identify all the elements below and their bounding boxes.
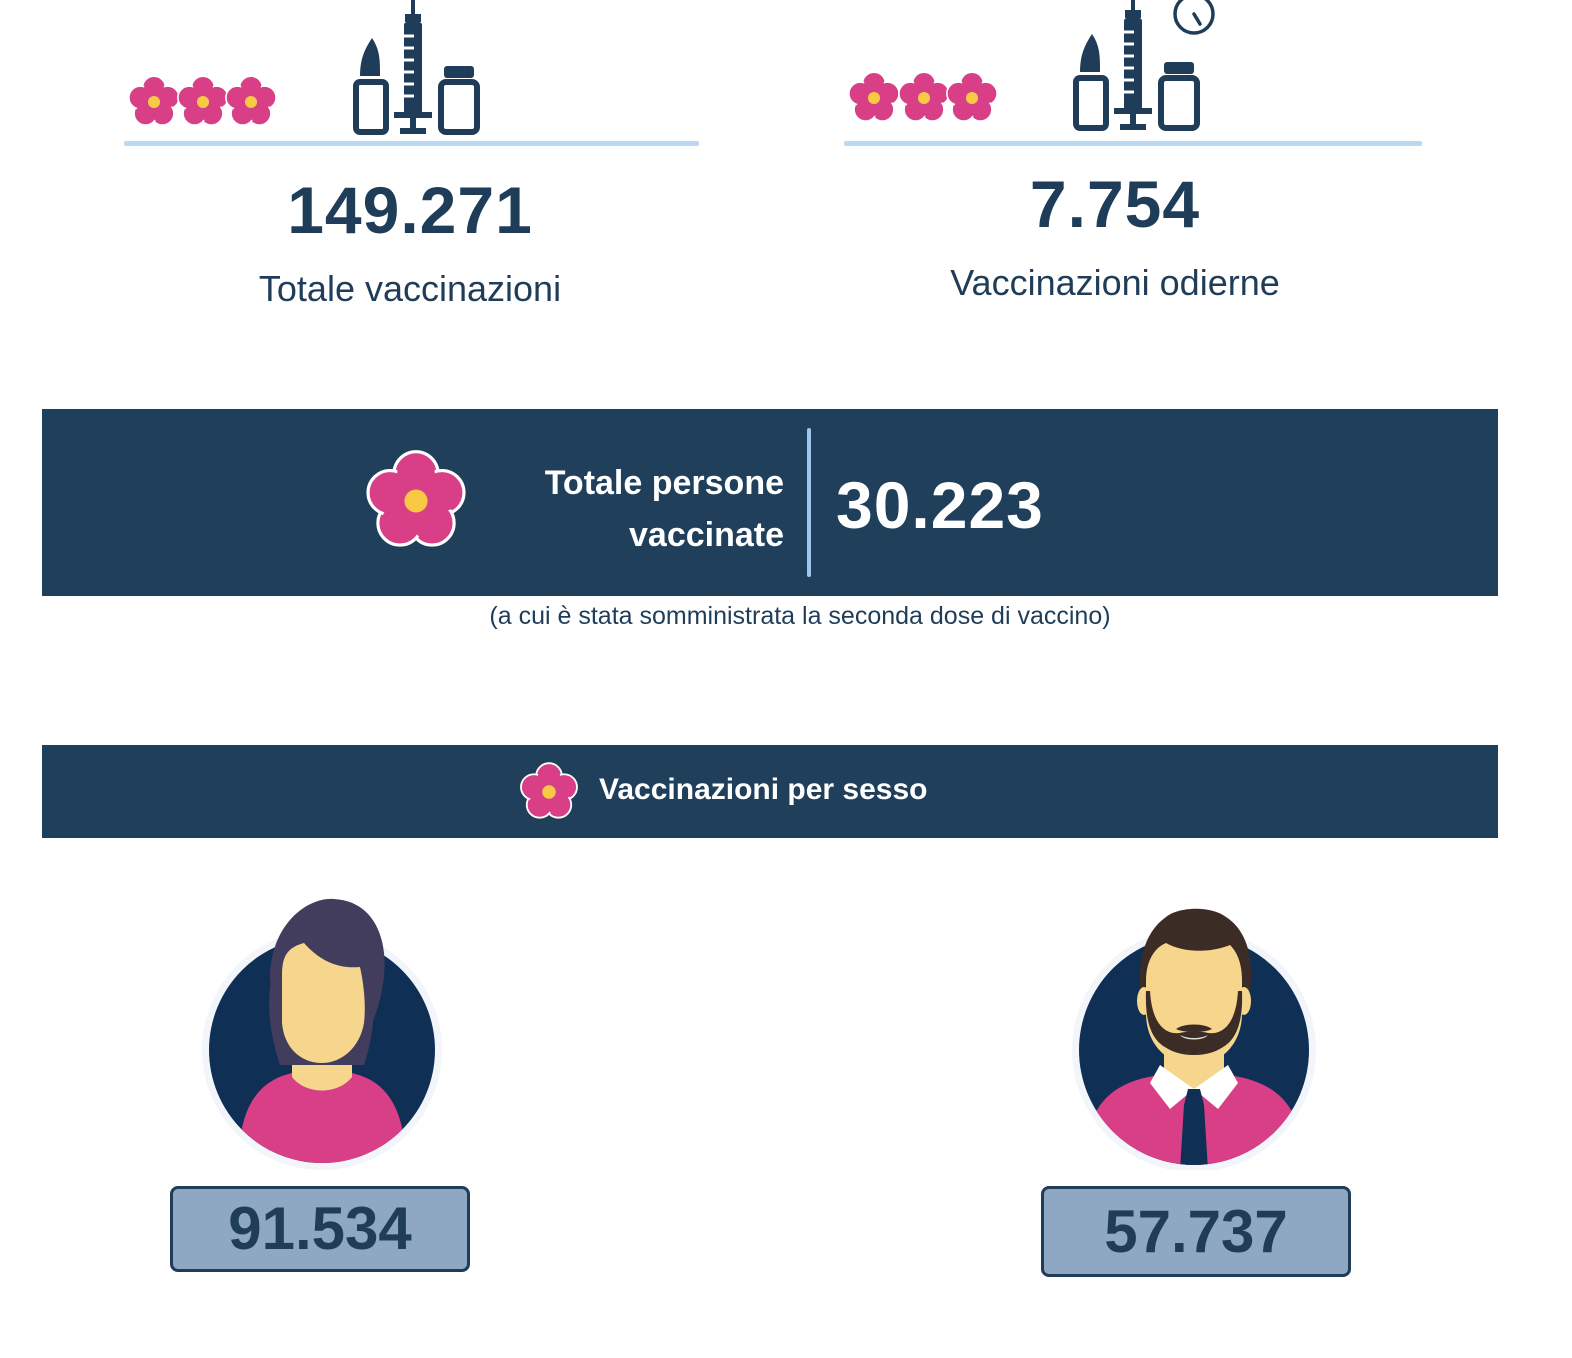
flower-icon — [520, 762, 578, 819]
today-vaccinations-label: Vaccinazioni odierne — [950, 262, 1280, 303]
sex-section-header: Vaccinazioni per sesso — [42, 745, 1498, 838]
total-vaccinations-label: Totale vaccinazioni — [258, 268, 562, 309]
vaccinated-persons-value: 30.223 — [836, 468, 1044, 542]
vaccinated-persons-title-line2: vaccinate — [629, 516, 784, 554]
male-count-box: 57.737 — [1041, 1186, 1351, 1277]
flower-icon — [366, 450, 466, 547]
today-divider — [844, 141, 1422, 146]
second-dose-note: (a cui è stata somministrata la seconda … — [489, 602, 1111, 630]
female-count-box: 91.534 — [170, 1186, 470, 1272]
vaccine-vial-icon — [356, 0, 477, 134]
today-vaccinations-value: 7.754 — [1029, 167, 1201, 241]
sex-section-title: Vaccinazioni per sesso — [599, 773, 928, 806]
total-icons — [120, 0, 480, 140]
stopwatch-icon — [1173, 0, 1215, 35]
banner-divider — [807, 428, 811, 577]
woman-avatar-icon — [200, 895, 445, 1170]
total-divider — [124, 141, 699, 146]
vaccinated-persons-title: Totale persone vaccinate — [462, 457, 784, 561]
vaccinated-persons-title-line1: Totale persone — [544, 464, 784, 502]
today-icons — [840, 0, 1240, 140]
vaccinated-persons-banner: Totale persone vaccinate 30.223 — [42, 409, 1498, 596]
total-vaccinations-value: 149.271 — [287, 173, 533, 247]
flower-icon — [128, 75, 277, 126]
man-avatar-icon — [1070, 895, 1320, 1170]
flower-icon — [848, 71, 998, 122]
